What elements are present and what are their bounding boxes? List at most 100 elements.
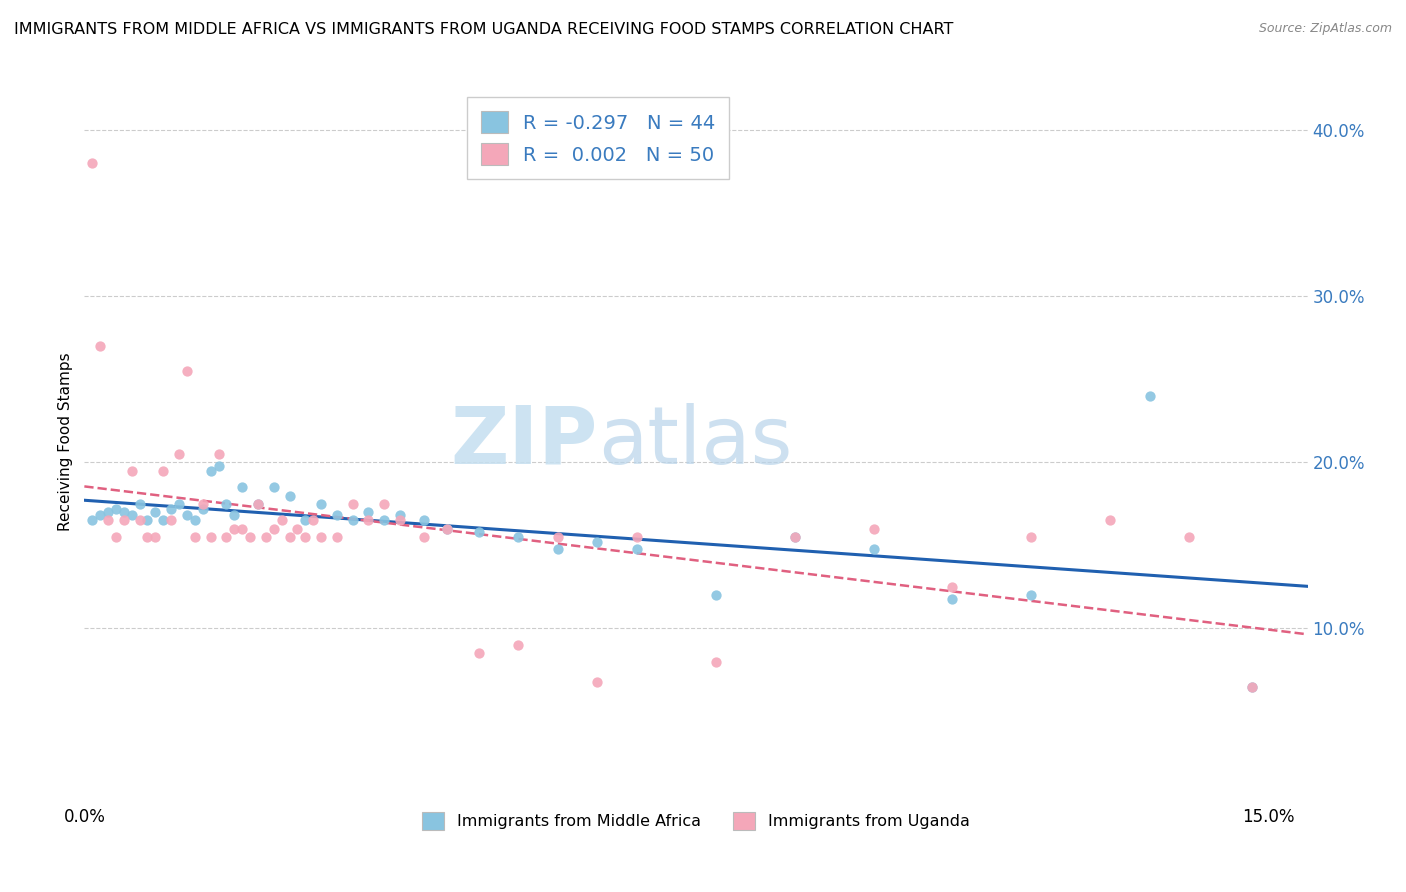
Point [412, 530, 434, 544]
Point [145, 505, 167, 519]
Point [342, 513, 364, 527]
Point [626, 541, 648, 556]
Point [294, 513, 316, 527]
Point [136, 530, 159, 544]
Point [207, 458, 229, 473]
Point [326, 530, 349, 544]
Point [941, 580, 963, 594]
Point [136, 513, 159, 527]
Point [783, 530, 806, 544]
Point [270, 513, 292, 527]
Point [412, 513, 434, 527]
Point [128, 497, 150, 511]
Point [215, 530, 238, 544]
Point [287, 522, 309, 536]
Point [160, 513, 183, 527]
Point [207, 447, 229, 461]
Point [468, 646, 491, 660]
Point [547, 541, 569, 556]
Point [167, 447, 190, 461]
Point [145, 530, 167, 544]
Point [224, 508, 246, 523]
Point [862, 541, 884, 556]
Point [121, 464, 143, 478]
Point [357, 513, 380, 527]
Point [82, 513, 104, 527]
Point [547, 530, 569, 544]
Point [254, 530, 277, 544]
Point [1021, 530, 1043, 544]
Point [373, 513, 395, 527]
Point [121, 508, 143, 523]
Point [184, 530, 207, 544]
Point [389, 513, 412, 527]
Point [342, 497, 364, 511]
Point [1099, 513, 1122, 527]
Point [104, 501, 127, 516]
Point [112, 505, 135, 519]
Point [200, 464, 222, 478]
Point [191, 501, 214, 516]
Point [97, 505, 120, 519]
Point [586, 535, 609, 549]
Point [704, 655, 727, 669]
Point [191, 497, 214, 511]
Point [82, 156, 104, 170]
Point [1241, 680, 1264, 694]
Point [152, 513, 174, 527]
Point [184, 513, 207, 527]
Point [89, 508, 111, 523]
Point [128, 513, 150, 527]
Point [326, 508, 349, 523]
Point [263, 522, 285, 536]
Text: IMMIGRANTS FROM MIDDLE AFRICA VS IMMIGRANTS FROM UGANDA RECEIVING FOOD STAMPS CO: IMMIGRANTS FROM MIDDLE AFRICA VS IMMIGRA… [14, 22, 953, 37]
Point [586, 674, 609, 689]
Point [1021, 588, 1043, 602]
Text: ZIP: ZIP [451, 402, 598, 481]
Point [152, 464, 174, 478]
Point [373, 497, 395, 511]
Point [160, 501, 183, 516]
Point [176, 364, 198, 378]
Point [1139, 389, 1161, 403]
Point [1241, 680, 1264, 694]
Point [104, 530, 127, 544]
Point [626, 530, 648, 544]
Point [278, 530, 301, 544]
Point [941, 591, 963, 606]
Point [508, 638, 530, 652]
Point [239, 530, 262, 544]
Point [200, 530, 222, 544]
Point [508, 530, 530, 544]
Point [309, 530, 332, 544]
Point [302, 513, 325, 527]
Point [246, 497, 269, 511]
Text: Source: ZipAtlas.com: Source: ZipAtlas.com [1258, 22, 1392, 36]
Point [263, 480, 285, 494]
Point [862, 522, 884, 536]
Point [309, 497, 332, 511]
Point [167, 497, 190, 511]
Point [215, 497, 238, 511]
Y-axis label: Receiving Food Stamps: Receiving Food Stamps [58, 352, 73, 531]
Point [224, 522, 246, 536]
Point [246, 497, 269, 511]
Point [704, 588, 727, 602]
Point [468, 524, 491, 539]
Point [231, 480, 253, 494]
Point [89, 339, 111, 353]
Point [357, 505, 380, 519]
Point [112, 513, 135, 527]
Point [389, 508, 412, 523]
Text: atlas: atlas [598, 402, 793, 481]
Point [278, 489, 301, 503]
Point [176, 508, 198, 523]
Legend: Immigrants from Middle Africa, Immigrants from Uganda: Immigrants from Middle Africa, Immigrant… [413, 804, 979, 838]
Point [1178, 530, 1201, 544]
Point [231, 522, 253, 536]
Point [783, 530, 806, 544]
Point [436, 522, 458, 536]
Point [436, 522, 458, 536]
Point [97, 513, 120, 527]
Point [294, 530, 316, 544]
